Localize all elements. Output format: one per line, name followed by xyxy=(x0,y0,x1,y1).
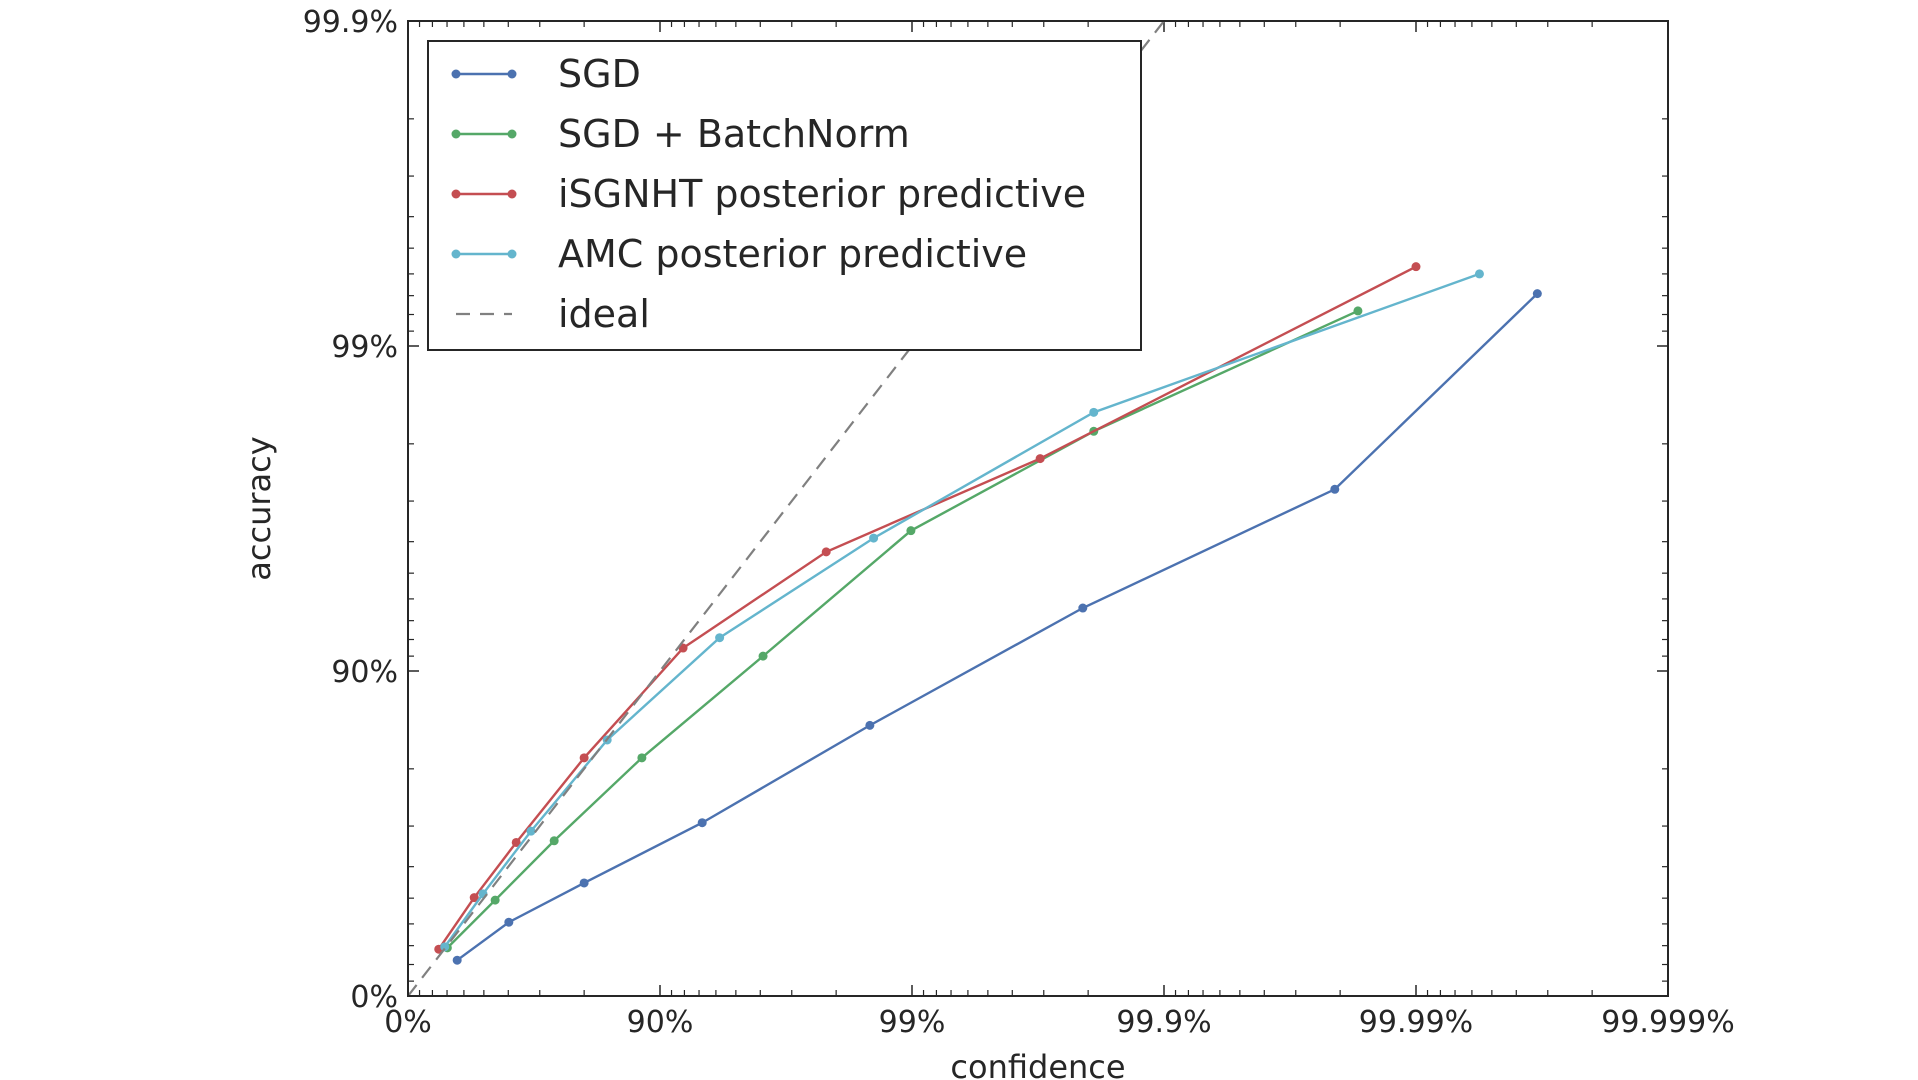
series-line-sgd xyxy=(456,292,1539,962)
legend-marker xyxy=(507,249,517,259)
legend-marker xyxy=(451,189,461,199)
data-point-isgnht-posterior-predictive xyxy=(1411,262,1421,272)
legend-item: ideal xyxy=(456,292,650,336)
series-line-sgd-batchnorm xyxy=(446,309,1359,949)
x-tick-label: 99.999% xyxy=(1601,1005,1734,1040)
legend-marker xyxy=(507,189,517,199)
x-tick-label: 0% xyxy=(384,1005,432,1040)
legend-marker xyxy=(451,69,461,79)
legend-marker xyxy=(507,69,517,79)
legend-label: SGD xyxy=(558,52,641,96)
legend-marker xyxy=(507,129,517,139)
data-point-isgnht-posterior-predictive xyxy=(469,893,479,903)
data-point-isgnht-posterior-predictive xyxy=(579,753,589,763)
data-point-sgd-batchnorm xyxy=(906,526,916,536)
y-tick-label: 90% xyxy=(331,655,398,690)
x-tick-label: 99.99% xyxy=(1359,1005,1473,1040)
legend-item: SGD + BatchNorm xyxy=(451,112,910,156)
data-point-sgd xyxy=(452,955,462,965)
legend-marker xyxy=(451,249,461,259)
x-axis-label: confidence xyxy=(950,1048,1125,1080)
data-point-sgd xyxy=(1532,289,1542,299)
x-tick-label: 99% xyxy=(879,1005,946,1040)
data-point-sgd xyxy=(1330,484,1340,494)
data-point-sgd-batchnorm xyxy=(1353,306,1363,316)
data-point-sgd xyxy=(697,818,707,828)
data-point-isgnht-posterior-predictive xyxy=(821,547,831,557)
y-axis-label: accuracy xyxy=(240,436,278,580)
legend-box xyxy=(427,40,1142,351)
series-line-amc-posterior-predictive xyxy=(443,272,1480,948)
data-point-amc-posterior-predictive xyxy=(869,533,879,543)
data-point-isgnht-posterior-predictive xyxy=(1035,454,1045,464)
legend-label: SGD + BatchNorm xyxy=(558,112,910,156)
data-point-sgd-batchnorm xyxy=(637,753,647,763)
data-point-amc-posterior-predictive xyxy=(1474,269,1484,279)
data-point-sgd xyxy=(504,917,514,927)
data-point-sgd xyxy=(579,878,589,888)
legend-label: AMC posterior predictive xyxy=(558,232,1027,276)
x-tick-label: 99.9% xyxy=(1116,1005,1211,1040)
series-group xyxy=(408,21,1542,996)
plot-frame xyxy=(407,20,1669,997)
data-point-sgd-batchnorm xyxy=(549,836,559,846)
data-point-sgd xyxy=(865,720,875,730)
data-point-sgd-batchnorm xyxy=(490,895,500,905)
data-point-amc-posterior-predictive xyxy=(715,633,725,643)
legend-label: ideal xyxy=(558,292,650,336)
legend-marker xyxy=(451,129,461,139)
data-point-amc-posterior-predictive xyxy=(526,826,536,836)
data-point-sgd xyxy=(1078,603,1088,613)
legend: SGD SGD + BatchNorm iSGNHT posterior predi… xyxy=(427,40,1142,351)
legend-item: AMC posterior predictive xyxy=(451,232,1027,276)
data-point-amc-posterior-predictive xyxy=(1089,407,1099,417)
y-tick-label: 99.9% xyxy=(303,5,398,40)
legend-item: iSGNHT posterior predictive xyxy=(451,172,1086,216)
data-point-isgnht-posterior-predictive xyxy=(511,837,521,847)
y-tick-label: 0% xyxy=(350,980,398,1015)
legend-item: SGD xyxy=(451,52,641,96)
y-tick-label: 99% xyxy=(331,330,398,365)
series-line-isgnht-posterior-predictive xyxy=(437,265,1417,950)
data-point-sgd-batchnorm xyxy=(758,651,768,661)
x-tick-label: 90% xyxy=(627,1005,694,1040)
data-point-amc-posterior-predictive xyxy=(440,942,450,952)
legend-label: iSGNHT posterior predictive xyxy=(558,172,1086,216)
